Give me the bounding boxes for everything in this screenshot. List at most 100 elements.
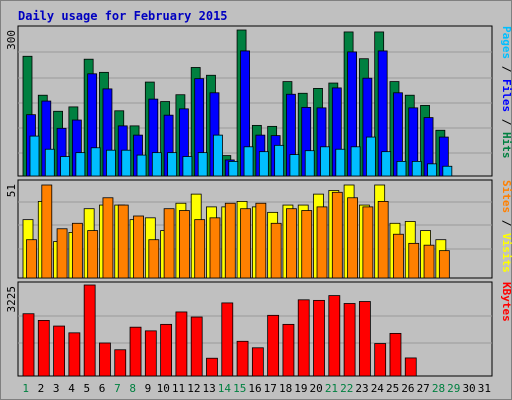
bar-kbytes-day-25 [389,332,402,377]
chart-panels: 300 Pages / Files / Hits 51 Sites / Visits 3… [5,25,512,377]
bar-kbytes-day-22 [343,303,356,377]
bar-sites-day-15 [240,208,251,279]
bar-sites-day-20 [316,206,328,279]
bar-pages-day-11 [182,156,193,177]
bar-sites-day-27 [423,244,435,279]
bar-pages-day-19 [304,150,315,177]
bar-kbytes-day-18 [282,323,295,377]
bar-sites-day-17 [270,222,282,279]
bar-kbytes-day-16 [251,347,264,377]
bar-sites-day-6 [102,197,114,279]
day-label-10: 10 [157,382,170,395]
bar-kbytes-day-9 [144,330,157,377]
bar-kbytes-day-23 [358,301,371,377]
bar-sites-day-26 [408,242,420,279]
day-label-21: 21 [325,382,338,395]
bar-sites-day-2 [41,184,53,279]
day-label-1: 1 [22,382,29,395]
day-label-7: 7 [114,382,121,395]
day-label-13: 13 [203,382,216,395]
series-legend: Sites / Visits [500,180,512,273]
day-label-15: 15 [233,382,246,395]
bar-pages-day-17 [274,144,285,177]
bar-sites-day-19 [301,210,313,279]
day-label-29: 29 [447,382,460,395]
ytick-label: 51 [5,184,18,197]
day-label-2: 2 [38,382,45,395]
legend-sites: Sites [500,180,512,213]
day-label-6: 6 [99,382,106,395]
bar-sites-day-3 [56,228,68,279]
bar-pages-day-22 [350,146,361,177]
bar-pages-day-23 [365,136,376,177]
bar-kbytes-day-17 [267,314,280,377]
day-label-19: 19 [294,382,307,395]
bar-pages-day-1 [29,135,40,177]
bar-kbytes-day-24 [374,343,387,377]
day-label-22: 22 [340,382,353,395]
bar-kbytes-day-20 [313,299,325,377]
bar-sites-day-16 [255,202,267,279]
panel-pages-files-hits: 300 Pages / Files / Hits [5,25,512,177]
legend-kbytes: KBytes [500,282,512,322]
bar-kbytes-day-21 [328,295,341,377]
bar-pages-day-5 [90,147,101,177]
bar-pages-day-21 [335,148,346,177]
bar-pages-day-8 [136,154,147,177]
day-label-28: 28 [432,382,445,395]
day-label-20: 20 [310,382,323,395]
bar-kbytes-day-5 [83,284,96,377]
chart-title: Daily usage for February 2015 [18,9,228,23]
bar-sites-day-25 [393,233,404,279]
bar-pages-day-12 [197,152,208,177]
day-label-4: 4 [68,382,75,395]
bar-pages-day-16 [258,151,269,177]
bar-sites-day-4 [71,222,83,279]
bar-pages-day-10 [167,152,178,177]
series-legend: Pages / Files / Hits [500,26,512,159]
day-label-18: 18 [279,382,292,395]
bar-sites-day-12 [194,219,206,279]
bar-pages-day-2 [44,148,55,177]
bar-sites-day-5 [87,230,99,279]
day-label-17: 17 [264,382,277,395]
bar-sites-day-7 [117,204,129,279]
legend-visits: Visits [500,233,512,273]
bar-kbytes-day-2 [37,320,50,377]
day-label-14: 14 [218,382,232,395]
bar-kbytes-day-13 [206,357,218,377]
bar-kbytes-day-11 [175,311,188,377]
bar-pages-day-20 [320,146,330,177]
bar-sites-day-28 [438,250,450,279]
day-label-12: 12 [187,382,200,395]
bar-sites-day-1 [26,239,37,279]
bar-pages-day-28 [442,165,453,177]
ytick-label: 300 [5,30,18,50]
bar-pages-day-15 [243,146,254,177]
bar-pages-day-13 [213,134,223,177]
bar-kbytes-day-15 [236,340,249,377]
legend-pages: Pages [500,26,512,59]
bar-pages-day-25 [396,160,407,177]
bar-sites-day-9 [148,239,160,279]
day-label-3: 3 [53,382,60,395]
bar-pages-day-14 [228,160,239,177]
day-label-27: 27 [417,382,430,395]
day-label-8: 8 [129,382,136,395]
day-label-26: 26 [401,382,414,395]
bar-pages-day-27 [427,163,437,177]
bar-pages-day-18 [289,154,300,177]
bar-sites-day-8 [133,215,144,279]
bar-pages-day-4 [75,152,86,177]
day-label-31: 31 [478,382,491,395]
bar-sites-day-14 [224,202,236,279]
bar-kbytes-day-14 [221,302,234,377]
panel-kbytes: 3225 KBytes [5,281,512,377]
bar-pages-day-6 [106,149,116,177]
bar-pages-day-3 [60,156,70,177]
bar-kbytes-day-4 [68,332,81,377]
series-legend: KBytes [500,282,512,322]
bar-kbytes-day-7 [114,349,127,377]
bar-sites-day-21 [331,191,343,279]
